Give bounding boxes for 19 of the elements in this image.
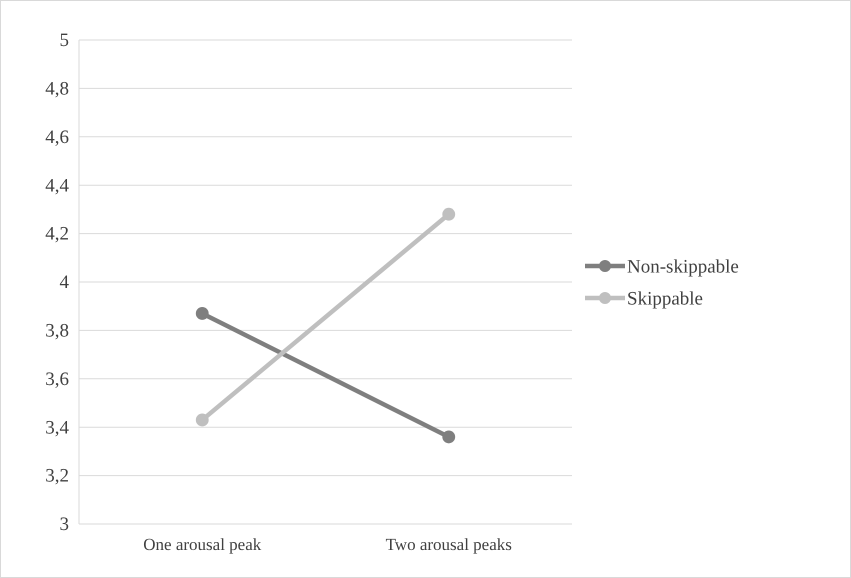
y-tick-label: 4,4 [45, 175, 70, 196]
legend-label: Non-skippable [627, 256, 739, 278]
y-tick-label: 3,8 [45, 320, 69, 342]
y-tick-label: 4 [60, 272, 70, 294]
y-tick-label: 3,4 [45, 417, 70, 438]
y-tick-label: 3 [60, 514, 69, 536]
point [442, 430, 456, 444]
x-tick-label: Two arousal peaks [386, 535, 512, 554]
point [442, 208, 456, 221]
y-tick-label: 4,2 [45, 224, 69, 245]
point [196, 414, 209, 426]
legend-label: Skippable [627, 288, 703, 310]
y-tick-label: 4,8 [45, 78, 69, 100]
point [196, 307, 209, 320]
y-tick-label: 3,6 [45, 368, 69, 390]
y-tick-label: 4,6 [45, 126, 69, 148]
y-tick-label: 5 [60, 30, 69, 52]
x-tick-label: One arousal peak [143, 535, 262, 554]
y-tick-label: 3,2 [45, 466, 69, 487]
